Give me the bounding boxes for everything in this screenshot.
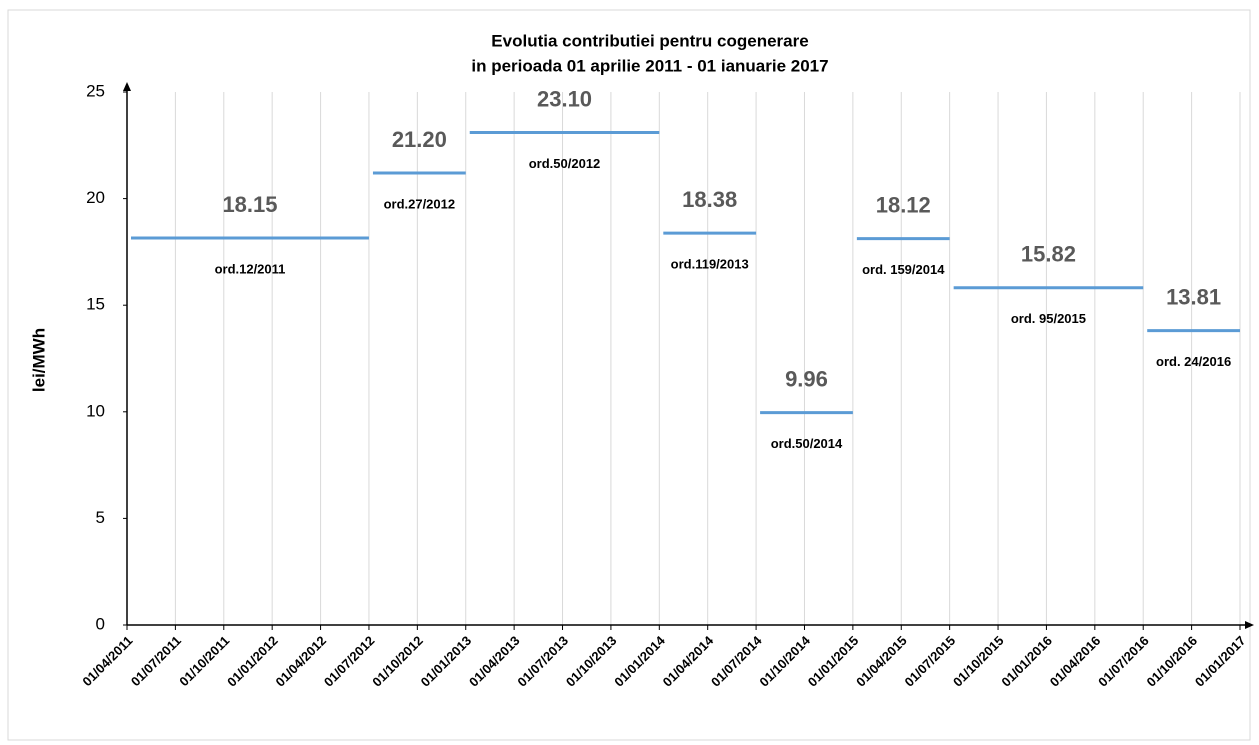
value-label: 18.12	[876, 192, 931, 217]
value-label: 21.20	[392, 127, 447, 152]
value-label: 18.15	[222, 192, 277, 217]
order-label: ord.27/2012	[384, 196, 456, 211]
y-tick-label: 5	[96, 508, 105, 527]
y-tick-label: 20	[86, 188, 105, 207]
chart-frame	[7, 9, 1251, 741]
order-label: ord.50/2014	[771, 436, 843, 451]
y-axis-arrow	[123, 82, 131, 91]
y-axis-label: lei/MWh	[29, 328, 48, 392]
chart-title: Evolutia contributiei pentru cogenerare	[491, 31, 808, 50]
order-label: ord.12/2011	[215, 261, 286, 276]
y-tick-label: 25	[86, 81, 105, 100]
value-label: 23.10	[537, 86, 592, 111]
order-label: ord. 95/2015	[1011, 311, 1086, 326]
value-label: 9.96	[785, 366, 828, 391]
y-tick-label: 15	[86, 295, 105, 314]
y-tick-label: 10	[86, 401, 105, 420]
y-tick-label: 0	[96, 614, 105, 633]
order-label: ord.119/2013	[671, 257, 749, 272]
chart-title: in perioada 01 aprilie 2011 - 01 ianuari…	[471, 56, 828, 75]
value-label: 15.82	[1021, 242, 1076, 267]
value-label: 13.81	[1166, 284, 1221, 309]
order-label: ord. 159/2014	[862, 262, 945, 277]
order-label: ord. 24/2016	[1156, 354, 1231, 369]
x-axis-arrow	[1245, 621, 1254, 629]
order-label: ord.50/2012	[529, 156, 601, 171]
value-label: 18.38	[682, 187, 737, 212]
